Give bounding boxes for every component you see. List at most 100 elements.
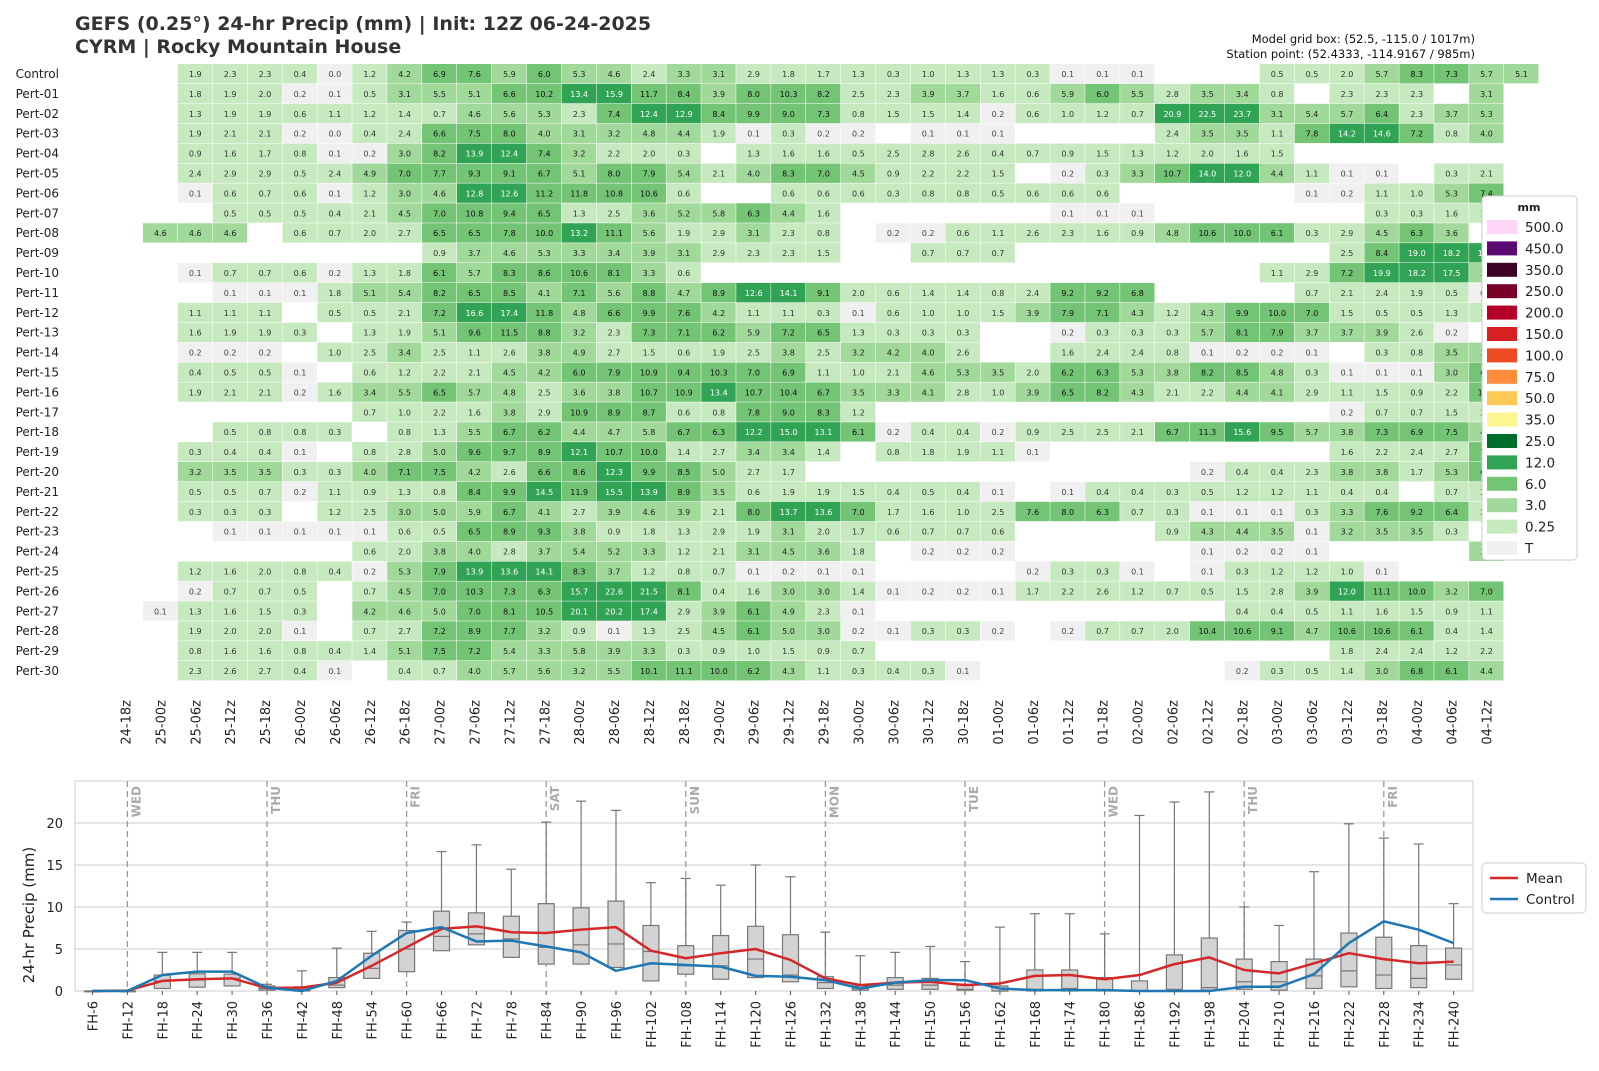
heatmap-cell (177, 64, 213, 84)
heatmap-cell (1259, 501, 1295, 522)
heatmap-cell-value: 4.2 (538, 368, 551, 377)
heatmap-cell (666, 442, 701, 462)
heatmap-cell-value: 1.9 (817, 488, 830, 497)
heatmap-cell (806, 302, 841, 323)
heatmap-cell-value: 2.0 (1201, 150, 1214, 159)
x-tick-label: FH-54 (366, 1001, 381, 1040)
heatmap-cell (1050, 382, 1085, 402)
heatmap-cell-value: 1.0 (328, 349, 341, 358)
heatmap-cell-value: 6.6 (608, 309, 621, 318)
heatmap-cell (1434, 601, 1469, 621)
heatmap-cell-value: 1.6 (1445, 209, 1458, 218)
heatmap-cell (840, 521, 876, 542)
heatmap-cell-value: 2.5 (1061, 428, 1074, 437)
heatmap-cell (177, 581, 213, 601)
heatmap-cell-value: 8.1 (677, 587, 690, 596)
heatmap-cell (910, 342, 946, 362)
heatmap-cell-value: 0.1 (328, 528, 341, 537)
heatmap-cell-value: 2.0 (1026, 368, 1039, 377)
heatmap-cell-value: 2.5 (887, 150, 900, 159)
heatmap-column-label: 25-00z (154, 700, 169, 745)
row-label: Pert-21 (16, 485, 59, 499)
heatmap-cell-value: 3.8 (573, 528, 586, 537)
heatmap-cell-value: 0.6 (677, 189, 690, 198)
heatmap-cell (212, 83, 248, 104)
heatmap-cell (1120, 481, 1155, 502)
heatmap-cell-value: 2.7 (608, 349, 621, 358)
heatmap-cell-value: 1.5 (1271, 150, 1284, 159)
heatmap-cell (387, 64, 422, 84)
heatmap-cell-value: 0.3 (852, 667, 865, 676)
heatmap-cell-value: 7.5 (1445, 428, 1458, 437)
heatmap-cell-value: 0.6 (992, 528, 1005, 537)
heatmap-cell-value: 0.6 (747, 488, 760, 497)
heatmap-cell-value: 3.7 (468, 249, 481, 258)
heatmap-cell (561, 203, 597, 223)
heatmap-cell-value: 4.3 (1201, 309, 1214, 318)
heatmap-cell (422, 83, 457, 104)
heatmap-cell-value: 0.7 (957, 528, 970, 537)
heatmap-cell-value: 7.2 (433, 309, 446, 318)
heatmap-cell (491, 163, 527, 183)
heatmap-cell (910, 83, 946, 104)
heatmap-cell (1050, 422, 1085, 442)
heatmap-cell-value: 7.2 (1341, 269, 1354, 278)
heatmap-cell (247, 322, 282, 343)
heatmap-cell-value: 3.4 (1236, 90, 1249, 99)
heatmap-cell-value: 0.1 (608, 627, 621, 636)
heatmap-cell-value: 2.2 (1061, 587, 1074, 596)
heatmap-cell (631, 302, 666, 323)
heatmap-cell (422, 203, 457, 223)
heatmap-cell-value: 8.0 (1061, 508, 1074, 517)
heatmap-cell (631, 581, 666, 601)
heatmap-cell (1015, 282, 1050, 303)
heatmap-cell-value: 4.6 (224, 229, 237, 238)
heatmap-cell-value: 0.6 (887, 309, 900, 318)
heatmap-cell-value: 4.2 (398, 70, 411, 79)
heatmap-cell (491, 442, 527, 462)
station-point-info: Station point: (52.4333, -114.9167 / 985… (1226, 47, 1475, 61)
heatmap-cell (177, 302, 213, 323)
heatmap-cell-value: 2.3 (817, 607, 830, 616)
heatmap-cell-value: 0.4 (1271, 607, 1284, 616)
heatmap-cell (771, 541, 806, 561)
heatmap-cell (1120, 501, 1155, 522)
heatmap-cell-value: 10.6 (1233, 627, 1251, 636)
heatmap-cell (596, 541, 631, 561)
heatmap-cell (1189, 521, 1225, 542)
heatmap-cell (875, 83, 911, 104)
box (1130, 980, 1149, 992)
heatmap-cell-value: 1.5 (1341, 309, 1354, 318)
legend-swatch (1487, 412, 1517, 427)
heatmap-cell-value: 4.0 (922, 349, 935, 358)
heatmap-cell-value: 0.3 (887, 329, 900, 338)
heatmap-cell (1224, 561, 1260, 581)
heatmap-cell-value: 1.3 (363, 269, 376, 278)
heatmap-cell-value: 1.2 (363, 70, 376, 79)
heatmap-cell-value: 19.0 (1408, 249, 1426, 258)
heatmap-cell (1189, 123, 1225, 144)
heatmap-cell-value: 4.6 (608, 70, 621, 79)
heatmap-cell (910, 382, 946, 402)
legend-level: 500.0 (1525, 220, 1564, 236)
heatmap-cell-value: 3.0 (398, 150, 411, 159)
heatmap-cell-value: 2.6 (957, 150, 970, 159)
heatmap-cell (247, 123, 282, 144)
x-tick-label: FH-186 (1134, 1001, 1149, 1048)
heatmap-cell (631, 263, 666, 283)
row-label: Pert-27 (16, 604, 59, 618)
heatmap-cell (491, 83, 527, 104)
heatmap-cell-value: 5.0 (782, 627, 795, 636)
heatmap-cell (317, 103, 352, 124)
heatmap-cell (666, 481, 701, 502)
heatmap-cell-value: 0.2 (1061, 627, 1074, 636)
heatmap-cell-value: 0.5 (1306, 70, 1319, 79)
heatmap-cell (1155, 501, 1190, 522)
heatmap-cell-value: 1.3 (957, 70, 970, 79)
heatmap-cell-value: 10.0 (1268, 309, 1286, 318)
heatmap-cell (177, 481, 213, 502)
heatmap-cell-value: 3.1 (712, 70, 725, 79)
heatmap-cell (491, 64, 527, 84)
heatmap-cell (282, 462, 317, 482)
heatmap-cell-value: 0.2 (817, 130, 830, 139)
